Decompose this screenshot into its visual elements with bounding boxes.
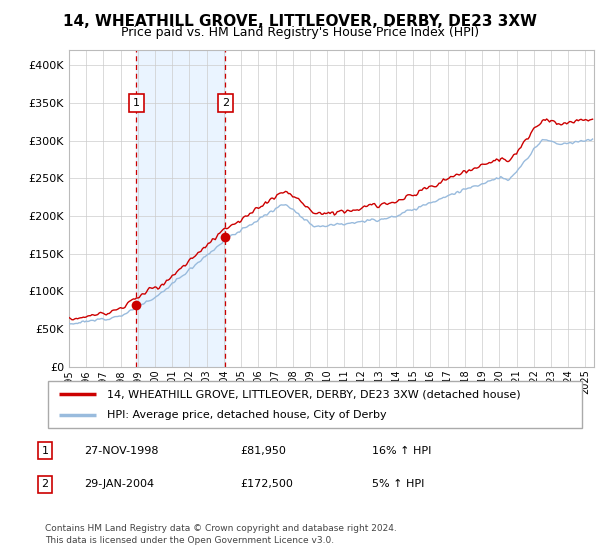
Text: 5% ↑ HPI: 5% ↑ HPI <box>372 479 424 489</box>
Text: 1: 1 <box>41 446 49 456</box>
Text: 27-NOV-1998: 27-NOV-1998 <box>84 446 158 456</box>
Text: 2: 2 <box>222 98 229 108</box>
FancyBboxPatch shape <box>48 381 582 428</box>
Text: 14, WHEATHILL GROVE, LITTLEOVER, DERBY, DE23 3XW: 14, WHEATHILL GROVE, LITTLEOVER, DERBY, … <box>63 14 537 29</box>
Text: 16% ↑ HPI: 16% ↑ HPI <box>372 446 431 456</box>
Bar <box>136 50 225 367</box>
Text: Contains HM Land Registry data © Crown copyright and database right 2024.
This d: Contains HM Land Registry data © Crown c… <box>45 524 397 545</box>
Text: £81,950: £81,950 <box>240 446 286 456</box>
Text: 2: 2 <box>41 479 49 489</box>
Text: Price paid vs. HM Land Registry's House Price Index (HPI): Price paid vs. HM Land Registry's House … <box>121 26 479 39</box>
Text: 29-JAN-2004: 29-JAN-2004 <box>84 479 154 489</box>
Text: HPI: Average price, detached house, City of Derby: HPI: Average price, detached house, City… <box>107 410 386 420</box>
Text: £172,500: £172,500 <box>240 479 293 489</box>
Text: 14, WHEATHILL GROVE, LITTLEOVER, DERBY, DE23 3XW (detached house): 14, WHEATHILL GROVE, LITTLEOVER, DERBY, … <box>107 389 520 399</box>
Text: 1: 1 <box>133 98 140 108</box>
